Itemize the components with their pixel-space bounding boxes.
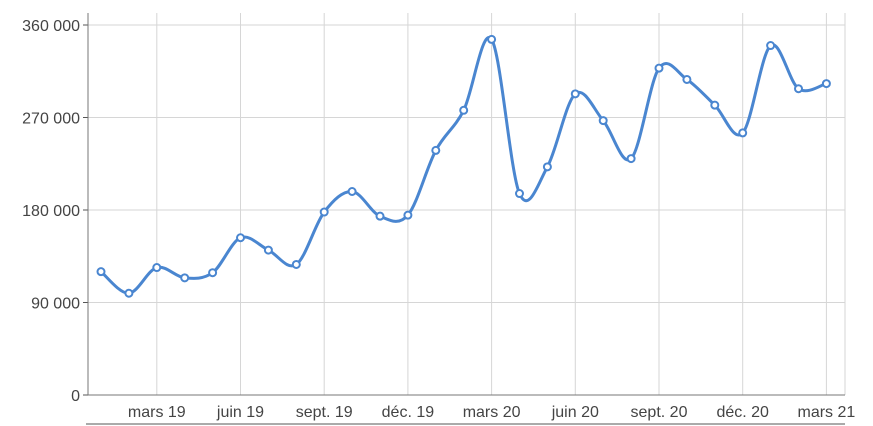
grid-lines: [88, 13, 846, 395]
y-tick-label: 270 000: [22, 111, 80, 128]
data-point[interactable]: [738, 128, 748, 138]
x-tick-label: déc. 19: [382, 404, 435, 421]
x-tick-label: mars 21: [798, 404, 856, 421]
data-point[interactable]: [570, 89, 580, 99]
x-tick-label: sept. 20: [631, 404, 688, 421]
x-tick-label: juin 19: [216, 404, 264, 421]
data-point[interactable]: [487, 34, 497, 44]
data-point[interactable]: [821, 79, 831, 89]
y-tick-label: 360 000: [22, 18, 80, 35]
data-point[interactable]: [710, 100, 720, 110]
x-tick-label: sept. 19: [296, 404, 353, 421]
y-tick-label: 90 000: [31, 296, 80, 313]
data-point[interactable]: [208, 268, 218, 278]
data-point[interactable]: [96, 267, 106, 277]
data-point[interactable]: [682, 74, 692, 84]
data-point[interactable]: [152, 263, 162, 273]
data-point[interactable]: [236, 233, 245, 243]
data-point[interactable]: [766, 41, 776, 51]
data-point[interactable]: [459, 105, 469, 115]
data-point[interactable]: [319, 207, 329, 217]
x-tick-label: juin 20: [551, 404, 599, 421]
data-point[interactable]: [180, 273, 190, 283]
x-tick-label: mars 19: [128, 404, 186, 421]
series-line: [99, 35, 827, 295]
data-point[interactable]: [598, 116, 608, 126]
series-group: [96, 34, 831, 298]
data-point[interactable]: [431, 145, 441, 155]
axes: [83, 13, 845, 425]
data-point[interactable]: [124, 288, 134, 298]
data-point[interactable]: [347, 187, 357, 196]
y-tick-label: 180 000: [22, 203, 80, 220]
data-point[interactable]: [375, 211, 385, 221]
x-tick-label: déc. 20: [716, 404, 769, 421]
data-point[interactable]: [403, 210, 413, 220]
y-tick-labels: 0 90 000 180 000 270 000 360 000: [22, 18, 80, 405]
data-point[interactable]: [542, 162, 552, 172]
y-tick-label: 0: [71, 388, 80, 405]
data-point[interactable]: [654, 63, 664, 73]
x-tick-label: mars 20: [463, 404, 521, 421]
data-point[interactable]: [794, 84, 803, 94]
data-point[interactable]: [291, 259, 301, 269]
data-point[interactable]: [263, 245, 273, 255]
data-point[interactable]: [626, 154, 636, 164]
x-tick-labels: mars 19 juin 19 sept. 19 déc. 19 mars 20 juin…: [128, 404, 855, 421]
data-point[interactable]: [515, 189, 524, 199]
